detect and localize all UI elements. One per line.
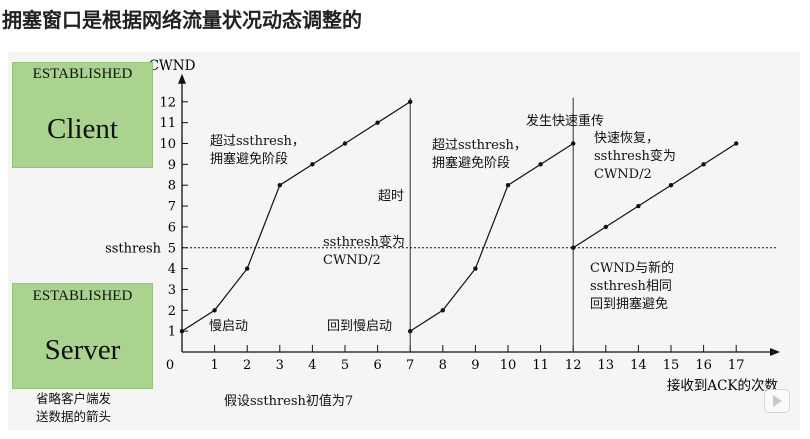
x-tick-label: 12	[565, 358, 582, 373]
annotation-phase1-avoid: 超过ssthresh， 拥塞避免阶段	[210, 133, 305, 169]
data-point	[245, 266, 250, 271]
annotation-back-slow-start: 回到慢启动	[327, 319, 393, 334]
data-point	[277, 183, 282, 188]
y-tick-label: 8	[168, 179, 176, 194]
annotation-phase2-avoid-line1: 超过ssthresh，	[432, 138, 527, 153]
y-tick-label: 3	[168, 283, 176, 298]
annotation-phase1-avoid-line2: 拥塞避免阶段	[210, 152, 289, 167]
data-point	[571, 245, 576, 250]
data-point	[440, 308, 445, 313]
annotation-timeout: 超时	[378, 189, 405, 204]
cwnd-series-2	[409, 142, 574, 332]
data-point	[571, 141, 576, 146]
data-point	[538, 162, 543, 167]
y-tick-label: 11	[159, 116, 176, 131]
x-tick-label: 5	[341, 358, 349, 373]
y-tick-label: 12	[159, 95, 176, 110]
y-tick-label: 7	[168, 200, 176, 215]
data-point	[701, 162, 706, 167]
server-state-label: ESTABLISHED	[32, 288, 133, 304]
x-tick-label: 2	[243, 358, 251, 373]
annotation-ssthresh-change-line2: CWND/2	[323, 253, 381, 268]
annotation-fast-recovery-line3: CWND/2	[594, 167, 652, 182]
footnote-center: 假设ssthresh初值为7	[224, 394, 354, 409]
x-tick-label: 4	[308, 358, 316, 373]
x-tick-label: 6	[373, 358, 381, 373]
play-icon	[773, 395, 782, 407]
cwnd-series-1	[181, 101, 411, 332]
annotation-fast-recovery-line2: ssthresh变为	[594, 149, 676, 164]
data-point	[668, 183, 674, 188]
annotation-phase2-avoid: 超过ssthresh， 拥塞避免阶段	[432, 137, 527, 173]
data-point	[375, 120, 380, 125]
server-box: ESTABLISHED Server	[12, 283, 153, 389]
data-point	[473, 266, 478, 271]
server-label: Server	[44, 334, 121, 366]
annotation-phase2-avoid-line2: 拥塞避免阶段	[432, 156, 511, 171]
y-tick-label: 10	[159, 137, 176, 152]
data-point	[505, 183, 511, 188]
client-state-label: ESTABLISHED	[32, 66, 133, 82]
y-tick-label: 6	[168, 220, 176, 235]
annotation-fast-recovery: 快速恢复， ssthresh变为 CWND/2	[594, 130, 676, 184]
x-tick-label: 9	[471, 358, 479, 373]
x-tick-label: 8	[439, 358, 447, 373]
data-point	[603, 224, 608, 230]
ssthresh-label: ssthresh	[105, 241, 162, 256]
y-tick-label: 5	[168, 241, 176, 256]
data-point	[212, 308, 217, 313]
x-tick-label: 3	[276, 358, 284, 373]
y-tick-label: 4	[168, 262, 176, 277]
data-point	[408, 99, 413, 105]
x-tick-label: 7	[406, 358, 414, 373]
annotation-slow-start: 慢启动	[209, 319, 249, 334]
play-button[interactable]	[764, 389, 790, 413]
x-tick-label: 11	[532, 358, 549, 373]
x-axis-arrow	[770, 348, 780, 356]
x-tick-label: 13	[598, 358, 615, 373]
cwnd-series-3	[572, 142, 737, 249]
y-tick-label: 2	[168, 304, 176, 319]
annotation-cwnd-equal-line3: 回到拥塞避免	[590, 297, 669, 312]
annotation-fast-recovery-line1: 快速恢复，	[594, 131, 660, 146]
client-box: ESTABLISHED Client	[12, 62, 153, 168]
footnote-left: 省略客户端发 送数据的箭头	[36, 390, 111, 426]
x-tick-label: 17	[728, 358, 745, 373]
x-tick-label: 10	[500, 358, 517, 373]
footnote-left-line1: 省略客户端发	[36, 391, 112, 406]
y-tick-label: 1	[168, 325, 176, 340]
annotation-ssthresh-change-line1: ssthresh变为	[323, 235, 405, 250]
x-tick-label: 0	[166, 358, 174, 373]
annotation-ssthresh-change: ssthresh变为 CWND/2	[323, 234, 405, 270]
data-point	[179, 328, 185, 334]
data-point	[636, 203, 641, 209]
footnote-left-line2: 送数据的箭头	[36, 409, 112, 424]
y-tick-label: 9	[168, 158, 176, 173]
page-title: 拥塞窗口是根据网络流量状况动态调整的	[2, 8, 362, 32]
y-axis-label: CWND	[149, 58, 196, 74]
data-point	[310, 162, 315, 167]
x-tick-label: 14	[630, 358, 647, 373]
x-axis-label: 接收到ACK的次数	[667, 377, 779, 394]
y-axis-arrow	[178, 73, 186, 84]
data-point	[734, 141, 739, 146]
annotation-phase1-avoid-line1: 超过ssthresh，	[210, 134, 305, 149]
annotation-cwnd-equal-line1: CWND与新的	[590, 261, 675, 276]
client-label: Client	[47, 113, 118, 145]
annotation-cwnd-equal: CWND与新的 ssthresh相同 回到拥塞避免	[590, 260, 674, 314]
annotation-fast-retransmit: 发生快速重传	[526, 114, 605, 129]
data-point	[408, 328, 413, 334]
annotation-cwnd-equal-line2: ssthresh相同	[590, 279, 672, 294]
x-tick-label: 1	[210, 358, 218, 373]
x-tick-label: 15	[663, 358, 680, 373]
x-tick-label: 16	[695, 358, 712, 373]
data-point	[342, 141, 348, 146]
